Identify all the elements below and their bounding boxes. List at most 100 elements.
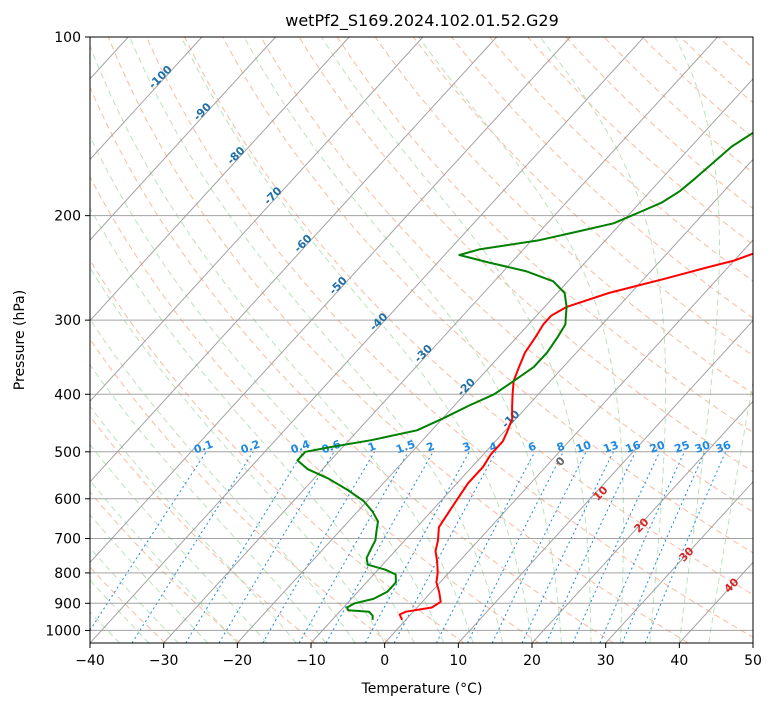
dry-adiabat-line [565,37,753,210]
isotherm-line [236,78,753,643]
isotherm-line [163,37,718,643]
mixing-ratio-label: 10 [574,438,593,456]
mixing-ratio-label: 0.2 [239,438,262,457]
profiles [296,131,753,621]
moist-adiabat-line [90,318,356,643]
isotherm-line [605,481,753,643]
moist-adiabat-line [90,443,268,643]
moist-adiabat-line [321,37,592,643]
moist-adiabat-line [90,364,327,643]
dry-adiabat-line [298,37,753,473]
moist-adiabat-line [129,37,503,643]
dry-adiabat-line [146,37,753,638]
y-tick-label: 400 [54,387,81,403]
mixing-ratio-line [545,451,636,643]
x-axis-ticks: −40 −30 −20 −10 0 10 20 30 40 50 [75,643,762,669]
moist-adiabat-line [90,135,445,643]
mixing-ratio-label: 20 [648,438,667,456]
isotherm-line [90,37,203,161]
isotherm-line [457,319,753,643]
y-tick-label: 600 [54,492,81,508]
dry-adiabat-line [90,85,614,643]
x-tick-label: 20 [523,653,541,669]
plot-frame [89,36,754,644]
mixing-ratio-label: 3 [461,440,473,455]
dry-adiabat-line [374,37,753,395]
mixing-ratio-label: 6 [526,440,538,455]
dry-adiabat-line [107,37,689,643]
isotherm-line [384,239,753,643]
moist-adiabat-line [90,266,386,643]
mixing-ratio-label: 16 [624,438,643,456]
y-tick-label: 100 [54,30,81,46]
x-tick-label: 50 [744,653,762,669]
isotherm-line [310,158,753,643]
dewpoint-profile-line [296,131,753,620]
temperature-profile-line [398,252,753,621]
isotherm-line [90,37,645,643]
isotherm-line [90,37,497,483]
isotherm-line [90,37,571,564]
moist-adiabat-line [674,37,720,643]
y-tick-label: 200 [54,209,81,225]
mixing-ratio-line [325,451,434,643]
dry-adiabat-line [90,259,465,643]
mixing-ratio-label: 25 [673,438,692,455]
moist-adiabat-line [708,379,753,643]
mixing-ratio-line [218,451,335,643]
y-axis-label: Pressure (hPa) [12,290,28,390]
mixing-ratio-label: 8 [555,440,567,455]
moist-adiabat-line [90,44,474,643]
isotherm-line [90,37,350,322]
isotherm-line [90,37,424,402]
y-tick-label: 500 [54,445,81,461]
mixing-ratio-label: 13 [601,438,620,455]
moist-adiabat-line [90,405,297,643]
moist-adiabat-line [243,37,562,643]
mixing-ratio-line [467,451,564,643]
dry-adiabat-line [90,415,316,643]
mixing-ratio-line [262,451,376,643]
x-tick-label: −10 [296,653,326,669]
x-tick-label: 10 [449,653,467,669]
x-tick-label: 40 [670,653,688,669]
background-lines [90,37,753,643]
moist-adiabat-line [539,37,667,643]
mixing-ratio-label: 30 [693,438,712,456]
chart-title: wetPf2_S169.2024.102.01.52.G29 [285,11,559,31]
dry-adiabat-line [260,37,753,513]
x-tick-label: −20 [223,653,253,669]
mixing-ratio-line [298,451,409,643]
dry-adiabat-line [222,37,753,554]
y-tick-label: 300 [54,313,81,329]
isotherm-line [531,400,753,643]
y-axis-ticks: 1000 900 800 700 600 500 400 300 200 100 [45,30,90,639]
mixing-ratio-line [435,451,536,643]
y-tick-label: 700 [54,532,81,548]
mixing-ratio-label: 1.5 [394,438,417,457]
grid-lines [90,37,753,643]
x-tick-label: −40 [75,653,105,669]
mixing-ratio-line [521,451,614,643]
dry-adiabat-line [184,37,753,596]
mixing-ratio-label: 2 [425,440,437,455]
dry-adiabat-line [90,175,540,643]
mixing-ratio-label: 4 [487,440,499,455]
y-tick-label: 800 [54,566,81,582]
mixing-ratio-label: 1 [366,440,378,455]
mixing-ratio-label: 36 [714,438,733,456]
x-tick-label: −30 [149,653,179,669]
mixing-ratio-line [491,451,587,643]
moist-adiabat-line [418,37,624,643]
moist-adiabat-line [180,37,533,643]
moist-adiabat-line [90,206,415,643]
mixing-ratio-line [90,451,207,632]
x-axis-label: Temperature (°C) [361,681,483,697]
x-tick-label: 30 [597,653,615,669]
mixing-ratio-line [185,451,304,643]
x-tick-label: 0 [380,653,389,669]
isotherm-line [90,37,276,241]
mixing-ratio-label: 0.1 [192,438,215,457]
y-tick-label: 900 [54,596,81,612]
